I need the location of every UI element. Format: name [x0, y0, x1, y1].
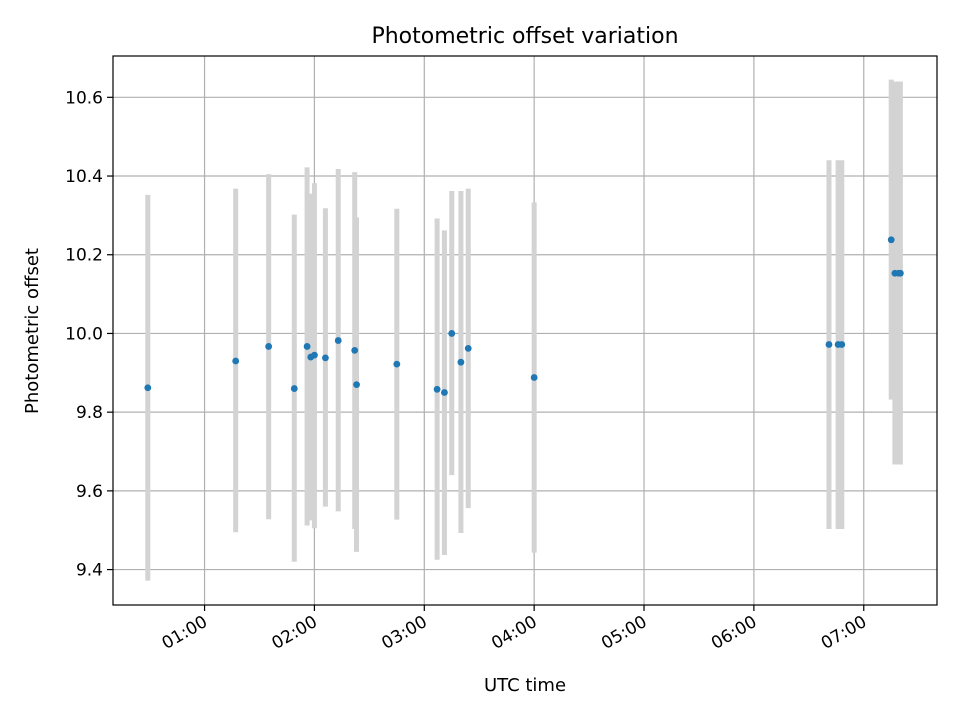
data-point	[441, 389, 448, 396]
data-point	[303, 343, 311, 350]
data-point	[351, 346, 359, 354]
y-tick-label: 10.4	[65, 167, 103, 187]
data-point	[464, 345, 472, 352]
x-tick-label: 05:00	[598, 612, 650, 654]
y-tick-label: 9.4	[76, 561, 103, 581]
x-axis-label: UTC time	[484, 675, 566, 696]
data-point	[825, 341, 833, 348]
x-axis-ticks: 01:00 02:00 03:00 04:00 05:00 06:00 07:00	[159, 605, 870, 654]
y-tick-label: 9.8	[76, 403, 103, 423]
data-point	[144, 384, 152, 392]
y-axis-label: Photometric offset	[22, 248, 43, 414]
data-point	[232, 357, 240, 365]
data-point	[290, 385, 298, 392]
data-point	[353, 381, 360, 389]
data-point	[838, 341, 846, 348]
x-tick-label: 02:00	[268, 612, 320, 654]
y-tick-label: 10.0	[65, 324, 103, 344]
x-tick-label: 06:00	[708, 612, 760, 654]
x-tick-label: 03:00	[378, 612, 430, 654]
data-point	[334, 337, 342, 344]
data-point	[530, 374, 538, 381]
data-point	[457, 358, 465, 366]
x-tick-label: 04:00	[488, 612, 540, 654]
y-tick-label: 9.6	[76, 482, 103, 502]
data-point	[265, 343, 273, 350]
plot-background	[113, 56, 937, 605]
plot-frame	[112, 55, 938, 606]
data-point	[433, 385, 441, 393]
x-tick-label: 07:00	[818, 612, 870, 654]
data-point	[322, 354, 329, 362]
x-tick-label: 01:00	[159, 612, 211, 654]
data-point	[393, 360, 401, 368]
data-point	[896, 269, 904, 277]
y-axis-ticks: 9.4 9.6 9.8 10.0 10.2 10.4 10.6	[65, 88, 113, 581]
chart-title: Photometric offset variation	[371, 24, 678, 49]
y-tick-label: 10.2	[65, 246, 103, 266]
data-point	[887, 236, 895, 244]
grid-lines	[113, 56, 937, 605]
data-points	[144, 236, 904, 396]
data-point	[448, 330, 456, 337]
data-point	[311, 351, 318, 359]
y-tick-label: 10.6	[65, 88, 103, 108]
